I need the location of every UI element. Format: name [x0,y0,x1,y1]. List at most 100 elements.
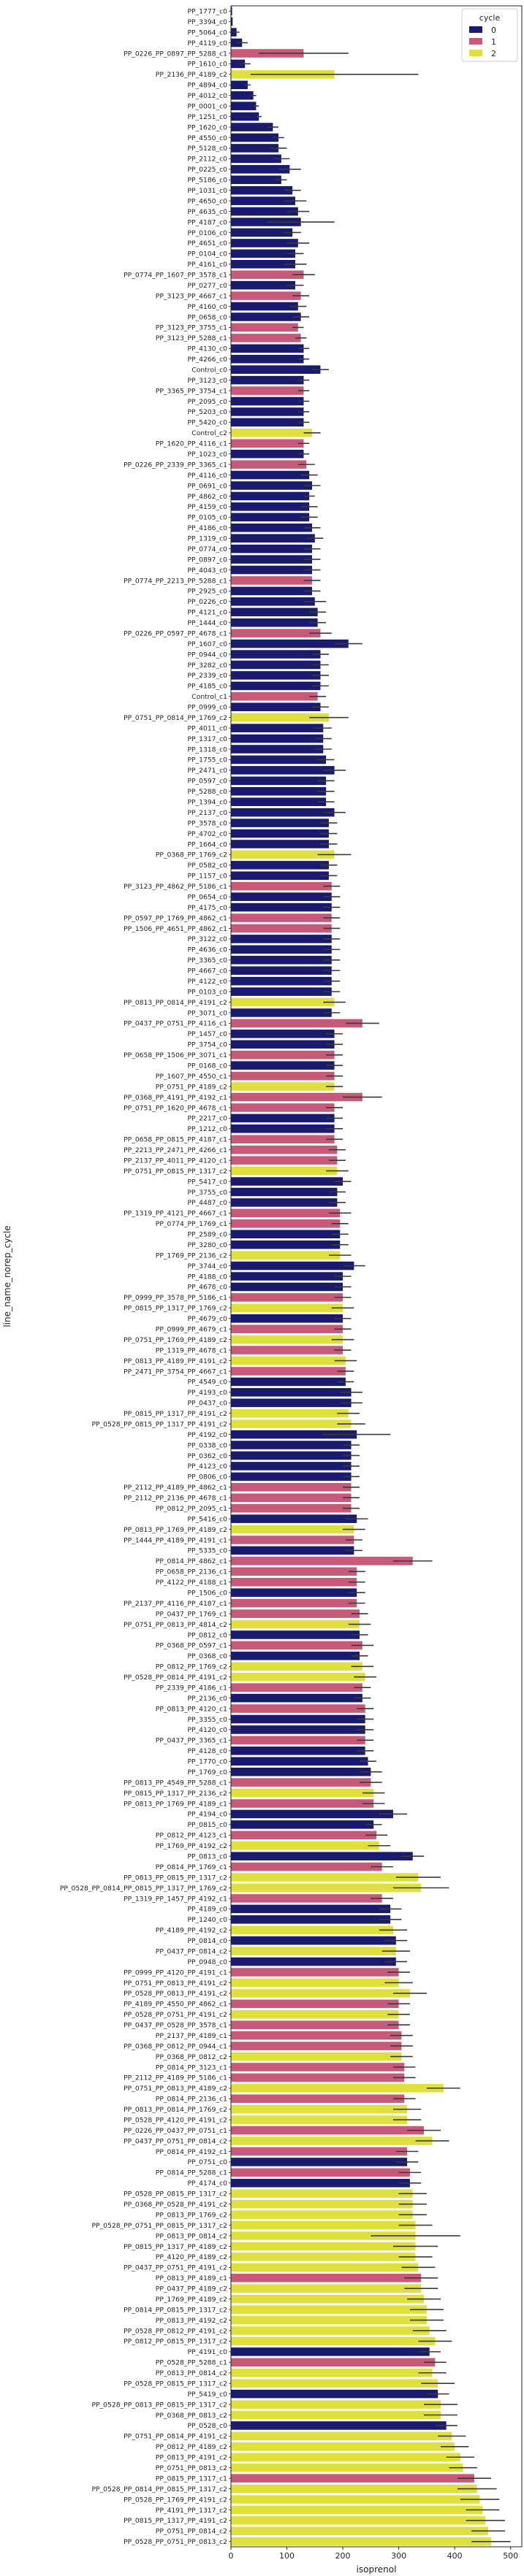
y-tick-label: PP_0813_PP_0814_c2 [156,2369,227,2377]
bars-layer [231,7,511,2546]
bar [231,1788,374,1798]
y-tick-label: PP_5416_c0 [187,1515,227,1523]
x-tick-label: 300 [391,2551,406,2561]
bar [231,2516,486,2525]
y-tick-label: PP_0104_c0 [187,250,227,258]
y-tick-label: PP_1318_c0 [187,745,227,754]
bar [231,2020,399,2030]
bar [231,997,335,1007]
y-tick-label: PP_4187_c0 [187,218,227,226]
y-tick-label: PP_2339_PP_4186_c1 [156,1684,227,1692]
bar [231,386,304,395]
bar [231,987,332,996]
bar [231,2179,410,2188]
bar [231,1683,362,1692]
y-tick-label: PP_1319_c0 [187,535,227,543]
y-tick-label: PP_0813_PP_1769_PP_4189_c1 [124,1800,227,1808]
legend-title: cycle [479,13,501,23]
y-tick-label: PP_1317_c0 [187,735,227,743]
bar [231,1451,352,1460]
bar [231,2495,480,2504]
y-tick-label: PP_4011_c0 [187,724,227,732]
y-tick-label: PP_4702_c0 [187,830,227,838]
y-tick-label: PP_4174_c0 [187,2180,227,2188]
bar [231,1609,360,1618]
bar [231,892,332,901]
y-tick-label: PP_0812_PP_2095_c1 [156,1505,227,1513]
bar [231,2463,463,2472]
y-tick-label: Control_c0 [191,366,227,374]
bar [231,1652,360,1660]
y-tick-label: PP_2589_c0 [187,1231,227,1239]
bar [231,1251,341,1260]
bar [231,334,301,342]
y-tick-label: PP_0528_PP_0815_PP_1317_c2 [124,2380,227,2388]
y-tick-label: PP_0751_PP_0813_PP_4814_c2 [124,1621,227,1629]
bar [231,555,312,564]
y-tick-label: PP_0814_PP_5288_c1 [156,2169,227,2177]
y-tick-label: PP_3280_c0 [187,1241,227,1249]
bar [231,956,332,965]
bar [231,2220,416,2230]
y-tick-label: PP_1023_c0 [187,451,227,459]
y-tick-label: PP_0814_PP_0815_PP_1317_c2 [124,2306,227,2314]
bar [231,945,332,954]
bar [231,2063,405,2071]
bar [231,17,233,26]
bar [231,565,312,575]
y-tick-label: PP_0368_PP_0528_PP_4191_c2 [124,2201,227,2209]
bar [231,407,304,416]
y-tick-label: PP_0999_PP_4120_PP_4191_c1 [124,1969,227,1977]
bar [231,375,304,385]
y-tick-label: PP_0437_PP_0814_c2 [156,1947,227,1955]
y-tick-label: PP_5128_c0 [187,145,227,153]
bar [231,470,310,480]
legend-swatch-0 [469,26,482,33]
bar [231,639,349,648]
y-tick-label: PP_2137_PP_4189_c1 [156,2032,227,2040]
y-tick-label: PP_0362_c0 [187,1452,227,1460]
bar [231,429,312,437]
y-tick-label: PP_1319_PP_4121_PP_4667_c1 [124,1210,227,1218]
bar [231,1367,346,1376]
y-tick-label: PP_0105_c0 [187,514,227,522]
bar [231,1177,343,1186]
bar [231,1968,399,1977]
legend-swatch-1 [469,38,482,45]
y-tick-label: PP_0751_PP_1620_PP_4678_c1 [124,1104,227,1112]
y-axis-label: line_name_norep_cycle [2,1225,12,1327]
y-tick-label: PP_4191_PP_1317_c2 [156,2507,227,2515]
bar [231,2400,441,2409]
y-tick-label: PP_0813_PP_4549_PP_5288_c1 [124,1779,227,1787]
bar [231,2442,455,2451]
bar [231,1314,343,1323]
y-tick-label: PP_0813_PP_0814_c2 [156,2232,227,2240]
bar [231,2326,430,2335]
y-tick-label: PP_2136_c0 [187,1695,227,1703]
y-tick-label: PP_0658_PP_2136_c1 [156,1568,227,1576]
bar [231,7,232,15]
y-tick-label: PP_4635_c0 [187,208,227,216]
y-tick-label: PP_4894_c0 [187,82,227,90]
y-tick-label: PP_0658_PP_1506_PP_3071_c1 [124,1051,227,1059]
y-tick-label: PP_2095_c0 [187,398,227,406]
bar [231,766,335,775]
y-tick-label: PP_5186_c0 [187,177,227,185]
bar [231,1398,352,1408]
bar [231,1124,335,1133]
bar [231,1230,341,1239]
bar [231,597,315,606]
y-tick-label: PP_4193_c0 [187,1389,227,1397]
bar [231,1483,352,1492]
y-tick-label: PP_2112_PP_4189_PP_5186_c1 [124,2074,227,2082]
bar [231,185,293,195]
y-tick-label: PP_3365_c0 [187,957,227,965]
bar [231,1388,352,1397]
y-tick-label: PP_0528_PP_0812_PP_4191_c2 [124,2327,227,2335]
y-tick-label: PP_0528_PP_5288_c1 [156,2359,227,2367]
y-tick-label: PP_0106_c0 [187,229,227,237]
y-tick-label: PP_5420_c0 [187,419,227,427]
y-tick-label: PP_4175_c0 [187,904,227,912]
bar [231,1030,335,1038]
y-tick-label: PP_1620_c0 [187,123,227,131]
